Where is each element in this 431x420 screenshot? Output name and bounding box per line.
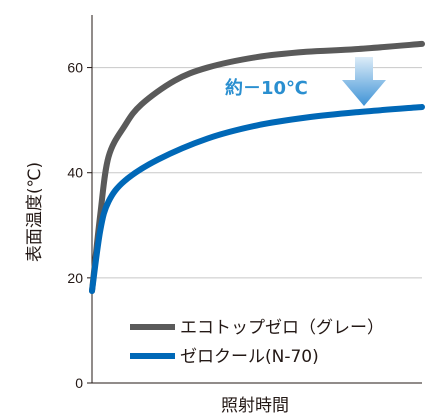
legend: エコトップゼロ（グレー） ゼロクール(N-70) [130,318,384,367]
y-tick-label-20: 20 [67,270,83,286]
difference-annotation: 約－10℃ [225,77,308,99]
y-axis-title: 表面温度(℃) [25,162,45,262]
x-axis-title: 照射時間 [221,396,289,416]
y-tick-labels: 0 20 40 60 [67,60,92,391]
y-tick-label-60: 60 [67,60,83,76]
y-tick-label-0: 0 [75,375,83,391]
series-layer [89,40,425,294]
gridlines [92,67,422,279]
y-tick-label-40: 40 [67,165,83,181]
legend-label-1: エコトップゼロ（グレー） [180,318,384,338]
legend-label-2: ゼロクール(N-70) [180,347,319,367]
series-line-2 [89,104,425,294]
series-line-1 [89,40,425,294]
down-arrow-icon [342,57,386,106]
